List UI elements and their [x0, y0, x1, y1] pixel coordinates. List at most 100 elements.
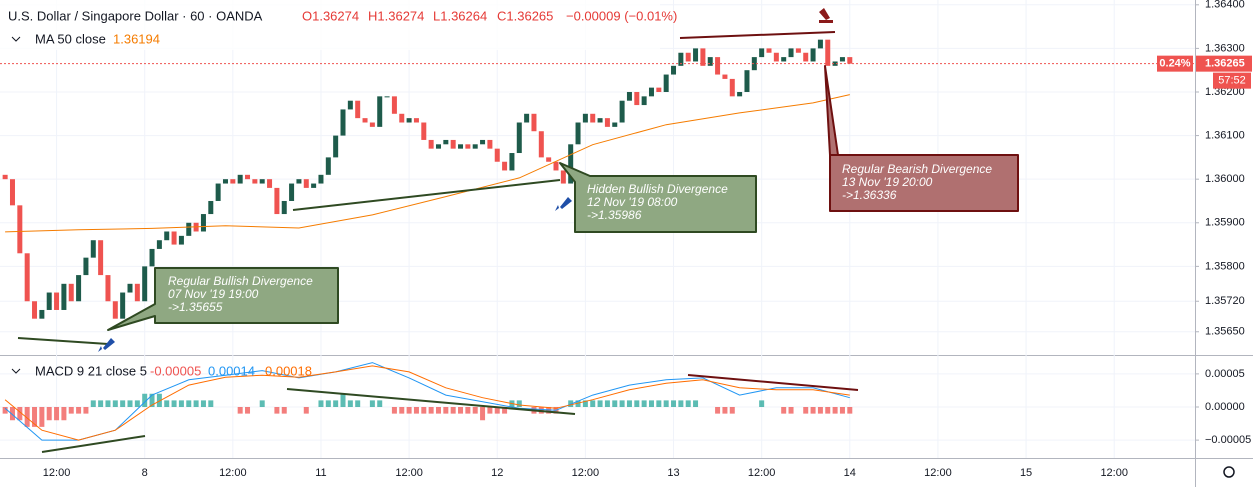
legend-background: [0, 0, 660, 50]
candle-body: [524, 113, 530, 123]
histogram-bar: [105, 400, 111, 407]
candle-body: [781, 57, 787, 62]
candle-body: [186, 222, 192, 236]
candle-body: [406, 118, 412, 123]
candle-body: [795, 48, 801, 53]
histogram-bar: [435, 407, 441, 414]
histogram-bar: [178, 400, 184, 407]
candle-body: [604, 118, 610, 127]
candle-body: [751, 57, 757, 71]
ohlc-high: H1.36274: [368, 8, 424, 23]
histogram-bar: [832, 407, 838, 414]
candle-body: [39, 309, 45, 319]
candle-body: [267, 179, 273, 188]
histogram-bar: [641, 400, 647, 407]
y-tick-label: 1.36200: [1205, 86, 1245, 98]
candle-body: [17, 205, 23, 254]
candle-body: [509, 153, 515, 171]
histogram-bar: [450, 407, 456, 414]
histogram-bar: [619, 400, 625, 407]
candle-body: [156, 240, 162, 249]
histogram-bar: [715, 407, 721, 414]
y-tick-label: 1.36300: [1205, 42, 1245, 54]
histogram-bar: [582, 400, 588, 407]
candle-body: [634, 91, 640, 106]
countdown-bg: [1213, 72, 1251, 89]
candle-body: [671, 65, 677, 75]
candle-body: [722, 74, 728, 79]
y-tick-label: 0.00005: [1205, 368, 1245, 380]
candle-body: [54, 292, 60, 310]
candle-body: [340, 109, 346, 136]
candle-body: [582, 113, 588, 123]
candle-body: [516, 122, 522, 154]
candle-body: [641, 96, 647, 106]
histogram-bar: [156, 393, 162, 407]
x-tick-label: 12:00: [1100, 467, 1128, 479]
candle-body: [626, 91, 632, 101]
candle-body: [142, 266, 148, 302]
candle-body: [178, 235, 184, 245]
candle-body: [259, 179, 265, 184]
histogram-bar: [134, 400, 140, 407]
x-tick-label: 12:00: [219, 467, 247, 479]
histogram-bar: [656, 400, 662, 407]
histogram-bar: [127, 400, 133, 407]
candle-body: [46, 292, 52, 310]
candle-body: [149, 248, 155, 267]
histogram-bar: [634, 400, 640, 407]
collapse-icon[interactable]: [11, 36, 21, 42]
histogram-bar: [817, 407, 823, 414]
candle-body: [590, 113, 596, 123]
candle-body: [377, 96, 383, 127]
histogram-bar: [693, 400, 699, 407]
histogram-bar: [61, 407, 67, 421]
candle-body: [832, 61, 838, 66]
histogram-bar: [54, 407, 60, 421]
price-label-bg: [1196, 55, 1252, 72]
annotation-time: 12 Nov '19 08:00: [587, 195, 678, 209]
x-tick-label: 15: [1020, 467, 1032, 479]
annotation-price: ->1.35986: [587, 208, 642, 222]
candle-body: [465, 144, 471, 149]
candle-body: [619, 100, 625, 123]
candle-body: [171, 231, 177, 245]
symbol: U.S. Dollar / Singapore Dollar · 60 · OA…: [8, 8, 263, 23]
candle-body: [76, 275, 82, 302]
histogram-bar: [421, 407, 427, 414]
candle-body: [759, 48, 765, 58]
histogram-bar: [516, 400, 522, 407]
candle-body: [803, 52, 809, 62]
candle-body: [230, 179, 236, 184]
callout: [107, 267, 339, 331]
settings-icon[interactable]: [1223, 466, 1235, 478]
histogram-bar: [24, 407, 30, 427]
histogram-bar: [502, 407, 508, 414]
histogram-bar: [274, 407, 280, 414]
histogram-bar: [83, 407, 89, 414]
annotation-price: ->1.36336: [842, 188, 897, 202]
histogram-bar: [626, 400, 632, 407]
macd-line: [4, 365, 850, 441]
trend-line: [41, 435, 146, 453]
histogram-bar: [9, 407, 15, 421]
candle-body: [766, 48, 772, 53]
candle-body: [612, 122, 618, 127]
candle-body: [435, 144, 441, 149]
ohlc-low: L1.36264: [433, 8, 487, 23]
histogram-bar: [76, 407, 82, 414]
candle-body: [289, 183, 295, 201]
rocket-icon: [555, 197, 572, 211]
candle-body: [744, 70, 750, 92]
histogram-bar: [237, 407, 243, 414]
y-tick-label: 1.36100: [1205, 129, 1245, 141]
histogram-bar: [406, 407, 412, 414]
x-tick-label: 13: [667, 467, 679, 479]
x-tick-label: 12:00: [924, 467, 952, 479]
histogram-bar: [171, 400, 177, 407]
collapse-icon[interactable]: [11, 368, 21, 374]
y-tick-label: 1.36000: [1205, 173, 1245, 185]
x-tick-label: 12:00: [43, 467, 71, 479]
histogram-bar: [590, 400, 596, 407]
